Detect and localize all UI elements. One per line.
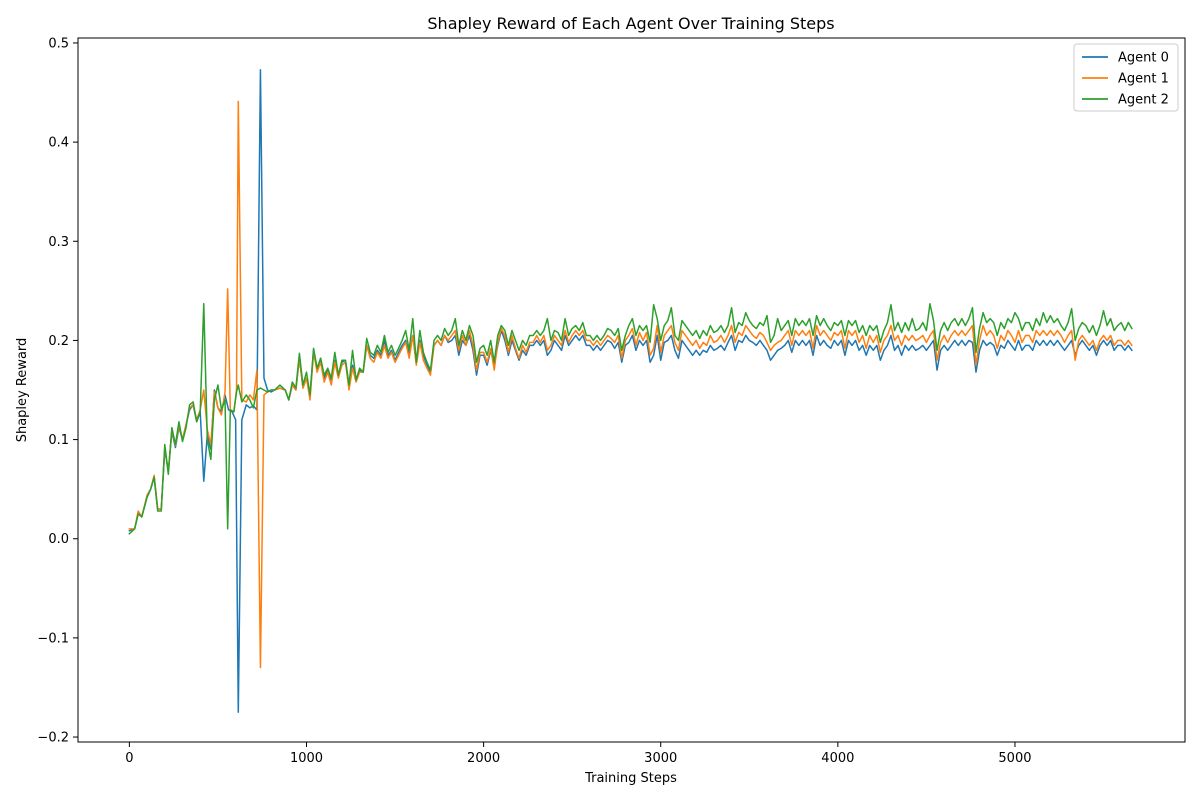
y-axis-ticks: −0.2 −0.1 0.0 0.1 0.2 0.3 0.4 0.5 [37,36,78,746]
x-tick-label: 2000 [467,751,500,766]
y-tick-label: 0.5 [48,36,69,51]
series-layer [128,68,1133,713]
legend: Agent 0 Agent 1 Agent 2 [1073,43,1179,112]
legend-label-agent-1: Agent 1 [1118,72,1169,87]
chart-title: Shapley Reward of Each Agent Over Traini… [427,14,834,33]
y-axis-title: Shapley Reward [15,338,30,443]
legend-label-agent-2: Agent 2 [1118,93,1169,108]
y-tick-label: 0.3 [48,235,69,250]
legend-box [1073,43,1179,112]
y-tick-label: −0.2 [37,731,69,746]
y-tick-label: 0.4 [48,136,69,151]
y-tick-label: 0.1 [48,433,69,448]
y-tick-label: 0.2 [48,334,69,349]
axes-frame [77,37,1186,743]
x-tick-label: 3000 [644,751,677,766]
x-tick-label: 0 [125,751,133,766]
y-tick-label: 0.0 [48,532,69,547]
y-tick-label: −0.1 [37,631,69,646]
x-axis-title: Training Steps [584,771,677,786]
legend-label-agent-0: Agent 0 [1118,51,1169,66]
x-axis-ticks: 0 1000 2000 3000 4000 5000 [125,742,1032,766]
x-tick-label: 1000 [290,751,323,766]
plot-area [128,68,1133,713]
x-tick-label: 5000 [998,751,1031,766]
x-tick-label: 4000 [821,751,854,766]
series-line-agent-2 [128,302,1133,535]
